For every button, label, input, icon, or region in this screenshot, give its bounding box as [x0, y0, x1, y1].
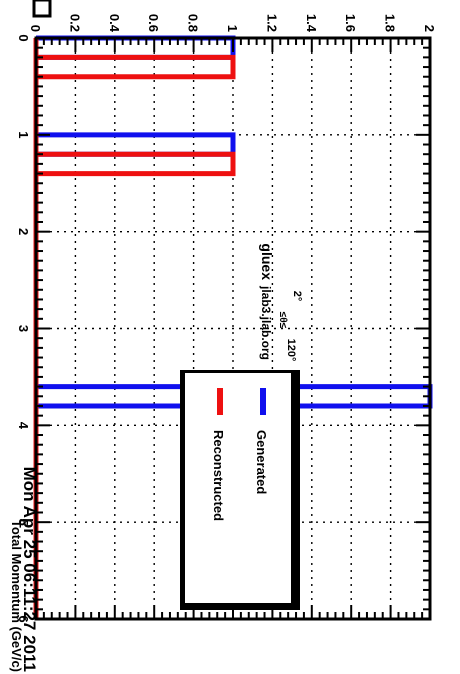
y-tick-label: 1	[225, 25, 240, 32]
angle-exponent-low: 2°	[291, 291, 303, 302]
host-label: jlab3.jlab.org	[259, 285, 273, 360]
x-tick-label: 6	[16, 615, 31, 622]
axis-ticks	[35, 37, 431, 620]
legend: Generated Reconstructed	[180, 370, 300, 610]
timestamp: Mon Apr 25 06:11:27 2011	[20, 467, 39, 672]
legend-label-generated: Generated	[254, 430, 269, 494]
angle-range-text: ≤θ≤	[277, 312, 288, 329]
x-tick-label: 5	[16, 519, 31, 526]
y-tick-label: 0.2	[67, 14, 82, 32]
legend-box	[183, 371, 293, 605]
angle-exponent-high: 120°	[285, 339, 297, 362]
y-tick-label: 0.4	[107, 14, 122, 33]
y-tick-label: 2	[422, 25, 437, 32]
y-tick-label: 0.8	[186, 14, 201, 32]
x-axis-title: Total Momentum (GeV/c)	[9, 520, 24, 672]
x-tick-label: 3	[16, 325, 31, 332]
x-tick-label: 1	[16, 131, 31, 138]
bar-reconstructed	[36, 151, 236, 177]
y-tick-label: 1.2	[264, 14, 279, 32]
legend-label-reconstructed: Reconstructed	[211, 430, 226, 521]
y-tick-label: 1.4	[304, 14, 319, 33]
y-tick-label: 1.6	[343, 14, 358, 32]
experiment-label: gluex	[259, 243, 275, 280]
x-tick-label: 0	[16, 34, 31, 41]
y-tick-label: 1.8	[383, 14, 398, 32]
x-tick-label: 2	[16, 228, 31, 235]
bar-reconstructed	[36, 54, 236, 80]
corner-box-icon	[32, 0, 52, 18]
x-tick-labels: 0 1 2 3 4 5 6	[16, 34, 31, 622]
y-tick-labels: 0 0.2 0.4 0.6 0.8 1 1.2 1.4 1.6 1.8 2	[28, 14, 437, 33]
x-tick-label: 4	[16, 422, 31, 430]
y-tick-label: 0	[28, 25, 43, 32]
y-tick-label: 0.6	[146, 14, 161, 32]
